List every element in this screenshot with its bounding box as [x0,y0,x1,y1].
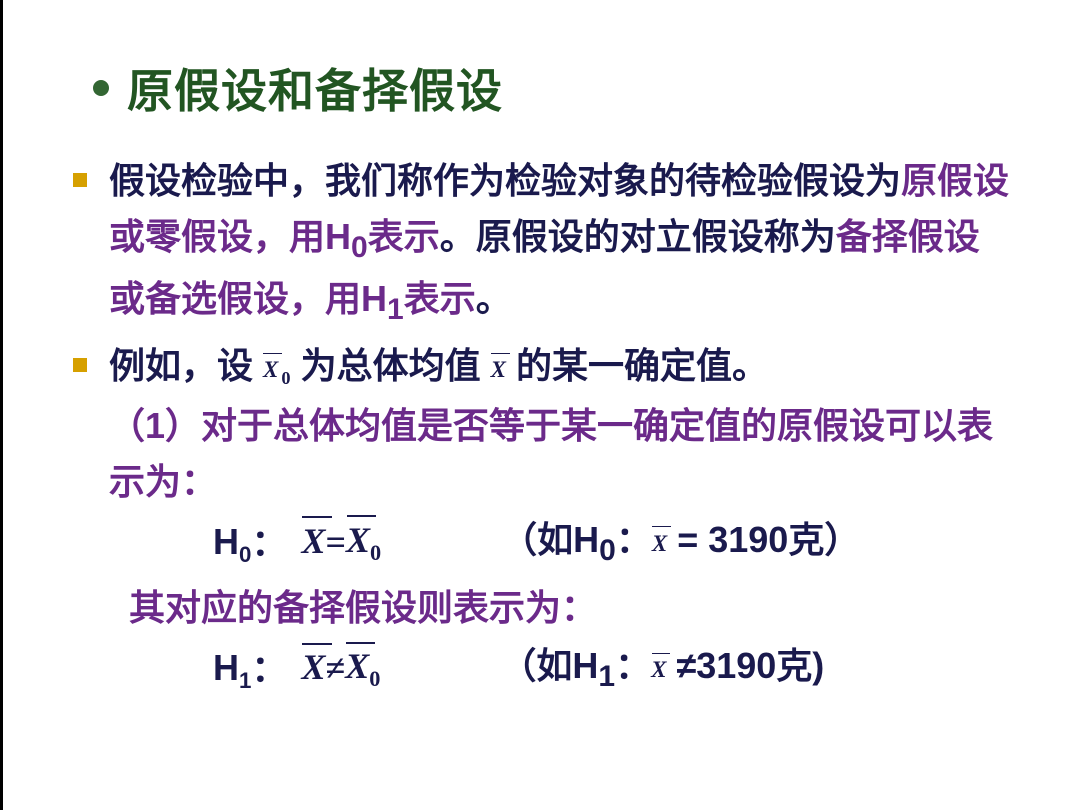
xbar-symbol: X [491,351,506,384]
paragraph-1-content: 假设检验中，我们称作为检验对象的待检验假设为原假设或零假设，用H0表示。原假设的… [109,153,1010,334]
square-bullet-icon [73,173,87,187]
xbar0-symbol: X0 [345,638,380,697]
colon: ： [251,641,287,697]
p2-b: 为总体均值 [301,345,481,386]
h1-label: H1 [213,640,251,699]
not-equals: ≠ [325,641,345,697]
p1-e: 。 [476,278,512,319]
example-h0: （如H0：X = 3190克） [501,512,860,575]
h0-label: H0 [213,514,251,573]
square-bullet-icon [73,358,87,372]
xbar-symbol: X [301,639,325,696]
title-row: 原假设和备择假设 [93,55,1010,121]
paragraph-2-content: 例如，设 X 0 为总体均值 X 的某一确定值。 [109,338,1010,394]
xbar0-symbol: X 0 [263,351,291,384]
p2-c: 的某一确定值。 [516,345,768,386]
paragraph-2: 例如，设 X 0 为总体均值 X 的某一确定值。 [73,338,1010,394]
equation-h1: H1： X ≠ X0 （如H1：X ≠3190克) [213,638,1010,701]
paragraph-3: （1）对于总体均值是否等于某一确定值的原假设可以表示为： [109,398,1010,510]
page-title: 原假设和备择假设 [127,55,503,121]
p1-a: 假设检验中，我们称作为检验对象的待检验假设为 [109,160,901,201]
xbar0-symbol: X0 [346,512,381,571]
paragraph-4: 其对应的备择假设则表示为： [129,580,1010,636]
body: 假设检验中，我们称作为检验对象的待检验假设为原假设或零假设，用H0表示。原假设的… [73,153,1010,701]
title-bullet-icon [93,80,109,96]
xbar-symbol: X [301,513,325,570]
p2-a: 例如，设 [109,345,253,386]
p1-c: 。原假设的对立假设称为 [440,216,836,257]
paragraph-1: 假设检验中，我们称作为检验对象的待检验假设为原假设或零假设，用H0表示。原假设的… [73,153,1010,334]
equals: = [325,515,346,571]
equation-h0: H0： X = X0 （如H0：X = 3190克） [213,512,1010,575]
colon: ： [251,515,287,571]
example-h1: （如H1：X ≠3190克) [500,638,824,701]
slide: 原假设和备择假设 假设检验中，我们称作为检验对象的待检验假设为原假设或零假设，用… [0,0,1080,810]
